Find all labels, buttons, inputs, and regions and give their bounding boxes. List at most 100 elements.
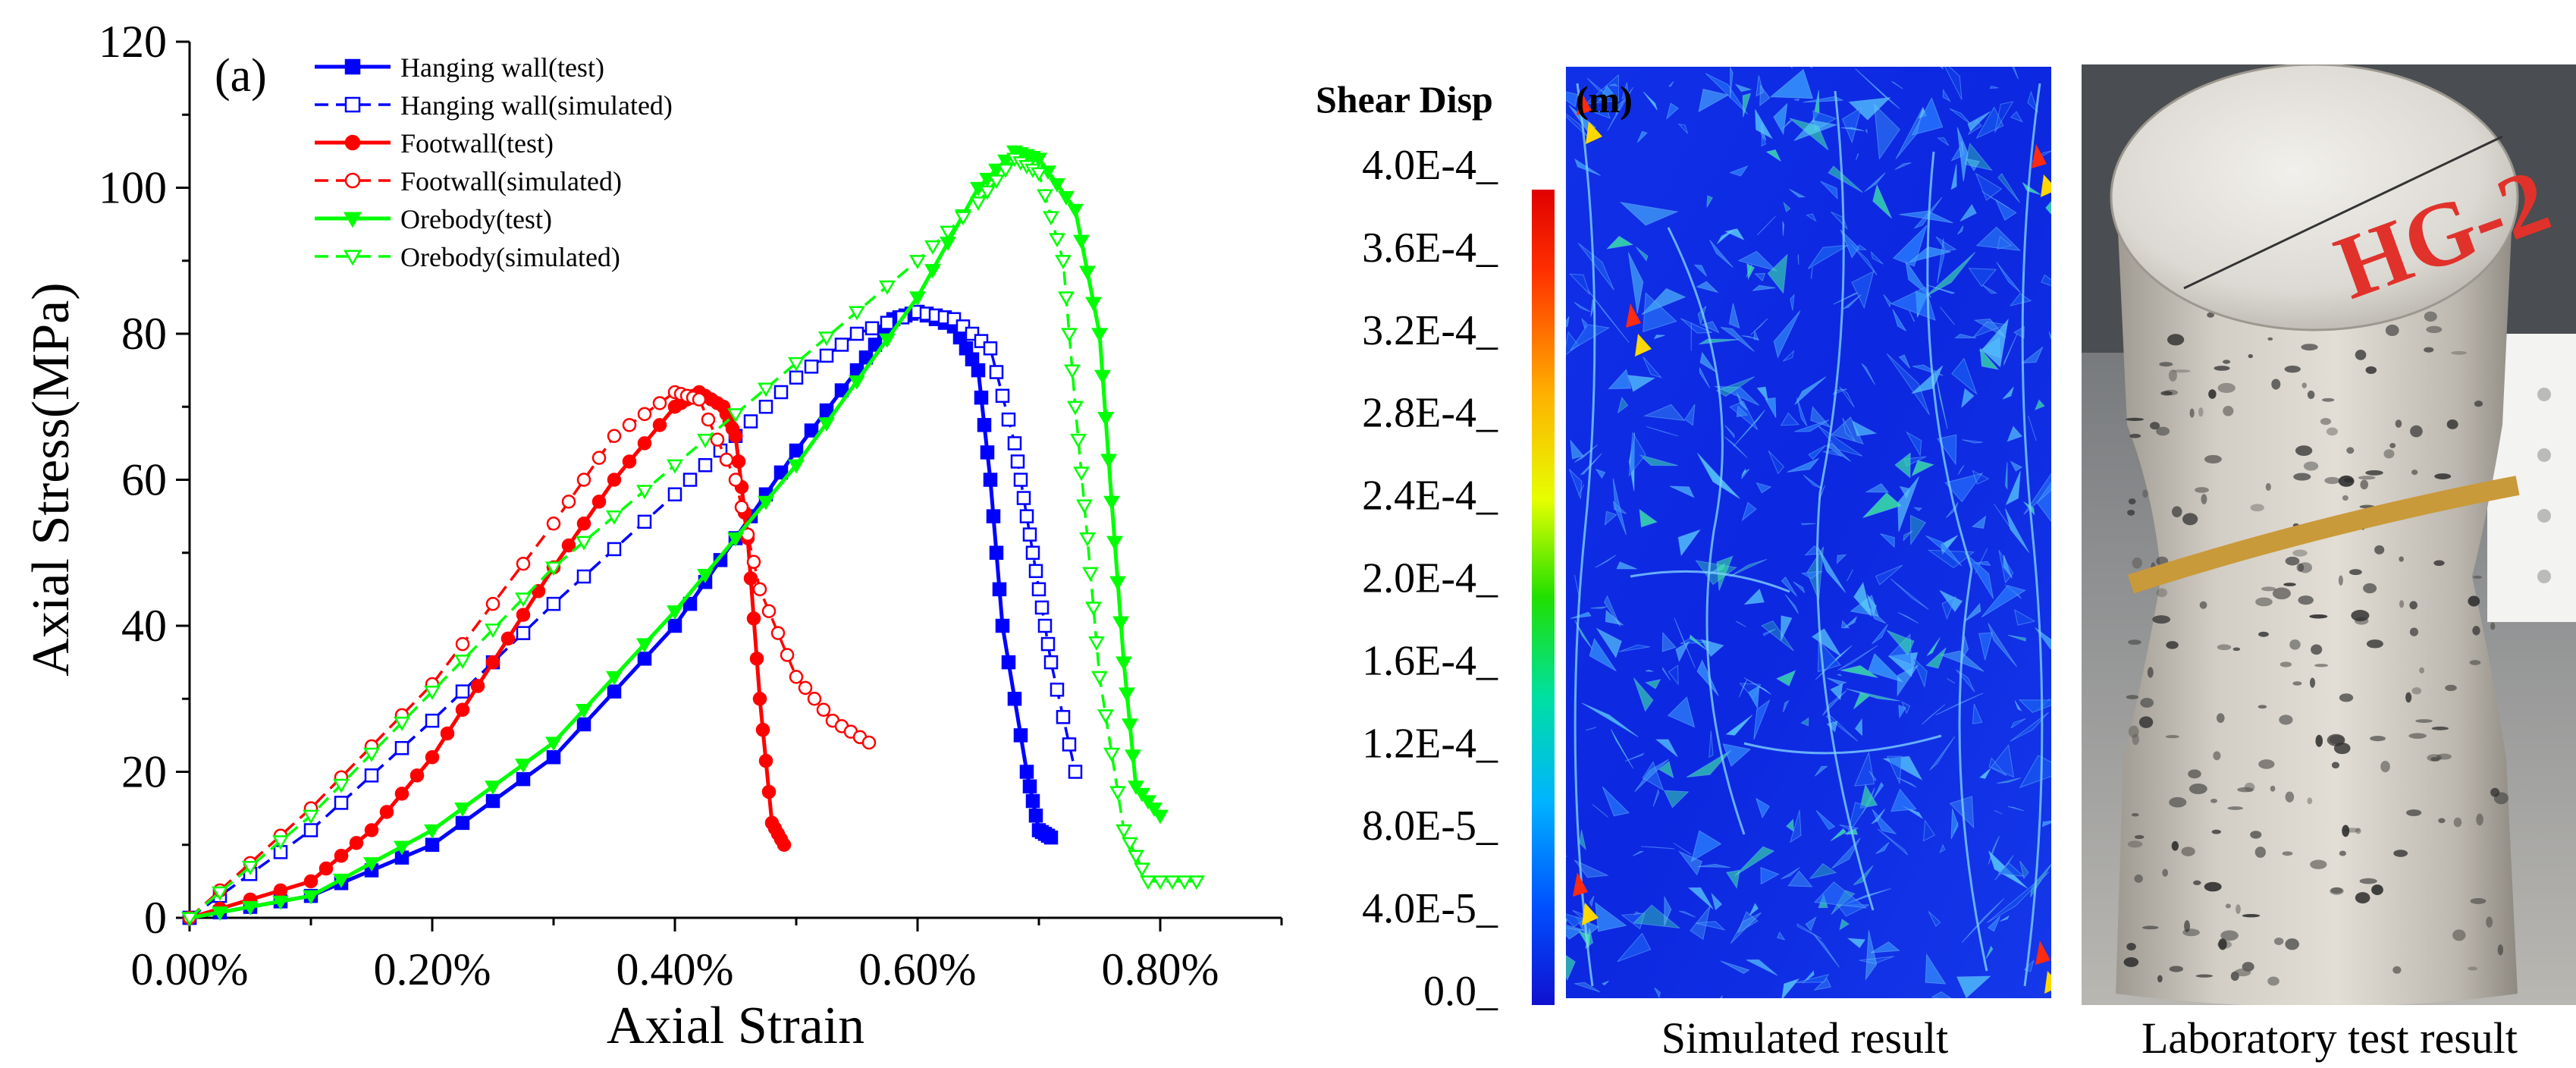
data-point [455, 815, 470, 831]
rock-speck [2169, 796, 2187, 808]
data-point [576, 569, 591, 584]
rock-speck [2214, 366, 2230, 371]
mesh-element [1624, 752, 1645, 762]
board-hole [2537, 448, 2551, 462]
mesh-element [1773, 102, 1788, 136]
mesh-element [1602, 980, 1609, 986]
rock-speck [2349, 569, 2362, 576]
data-point [1055, 255, 1072, 270]
mesh-element [2014, 609, 2036, 626]
mesh-element [1674, 617, 1696, 668]
mesh-element [1805, 916, 1817, 931]
rock-speck [2309, 614, 2328, 619]
data-point [516, 556, 531, 571]
legend-marker [344, 58, 361, 75]
data-point [364, 823, 379, 837]
data-point [334, 848, 349, 863]
data-point [1097, 709, 1114, 724]
mesh-element [1951, 357, 1978, 395]
mesh-element [1741, 335, 1759, 340]
mesh-element [1897, 664, 1920, 697]
rock-speck [2244, 782, 2255, 792]
colorbar-tick-labels: 4.0E-4_ 3.6E-4_ 3.2E-4_ 2.8E-4_ 2.4E-4_ 2.0E-… [1362, 142, 1498, 1015]
mesh-element [1988, 757, 2007, 777]
data-point [303, 874, 318, 889]
mesh-element [1978, 337, 2001, 359]
high-displacement-spot [1626, 303, 1641, 328]
data-point [798, 680, 813, 696]
data-point [788, 459, 805, 474]
mesh-element [1780, 615, 1793, 641]
crack-line [1815, 90, 1875, 911]
data-point [515, 759, 532, 774]
rock-speck [2385, 324, 2399, 337]
data-point [880, 316, 895, 330]
data-point [546, 596, 561, 611]
data-point [516, 626, 531, 640]
mesh-element [1781, 867, 1800, 880]
mesh-element [1853, 581, 1872, 617]
data-point [727, 408, 744, 423]
mesh-element [1740, 469, 1750, 479]
series-line [188, 391, 870, 919]
data-point [970, 196, 987, 212]
mesh-element [1736, 404, 1749, 417]
mesh-element [1867, 652, 1903, 683]
mesh-element [2005, 470, 2021, 506]
mesh-element [1677, 850, 1703, 876]
mesh-element [1617, 932, 1652, 963]
rock-speck [2389, 443, 2396, 448]
mesh-element [1794, 419, 1830, 432]
mesh-element [1643, 292, 1677, 333]
mesh-element [1787, 457, 1819, 473]
high-displacement-spot [1586, 121, 1602, 144]
rock-speck [2424, 311, 2437, 322]
data-point [719, 452, 734, 467]
rock-speck [2296, 563, 2305, 572]
mesh-element [1741, 501, 1757, 522]
mesh-element [1605, 235, 1634, 250]
mesh-element [1931, 991, 1952, 998]
rock-speck [2301, 344, 2318, 351]
mesh-element [1639, 508, 1658, 528]
rock-speck [2248, 353, 2253, 359]
rock-speck [2223, 360, 2231, 364]
data-point [701, 412, 716, 427]
data-point [576, 704, 592, 718]
mesh-element [1697, 863, 1730, 869]
mesh-element [1928, 911, 1941, 927]
data-point [989, 545, 1004, 560]
rock-speck [2254, 847, 2266, 858]
data-point [789, 443, 804, 458]
mesh-element [1965, 158, 1981, 172]
mesh-element [1894, 162, 1912, 170]
data-point [1115, 824, 1132, 839]
mesh-element [1698, 88, 1730, 113]
data-point [470, 679, 485, 693]
high-displacement-spot [1577, 91, 1592, 115]
rock-speck [2431, 726, 2449, 730]
rock-speck [2472, 575, 2483, 579]
mesh-element [1972, 470, 1990, 485]
mesh-element [1947, 678, 1956, 684]
rock-speck [2285, 556, 2300, 566]
legend-marker [344, 172, 361, 189]
mesh-element [1566, 954, 1576, 982]
y-tick-label: 0 [144, 893, 167, 943]
high-displacement-spot [1573, 872, 1588, 897]
mesh-element [1627, 252, 1644, 313]
data-point [363, 747, 380, 762]
rock-speck [2132, 557, 2142, 569]
rock-speck [2355, 828, 2361, 834]
mesh-element [1851, 419, 1878, 437]
rock-speck [2446, 419, 2458, 429]
data-point [727, 532, 744, 547]
rock-speck [2210, 798, 2218, 803]
data-point [606, 671, 623, 686]
mesh-element [1782, 350, 1795, 362]
mesh-element [1566, 924, 1584, 940]
data-point [607, 684, 622, 699]
data-point [607, 429, 622, 443]
data-point [485, 793, 500, 809]
mesh-element [1750, 318, 1768, 336]
